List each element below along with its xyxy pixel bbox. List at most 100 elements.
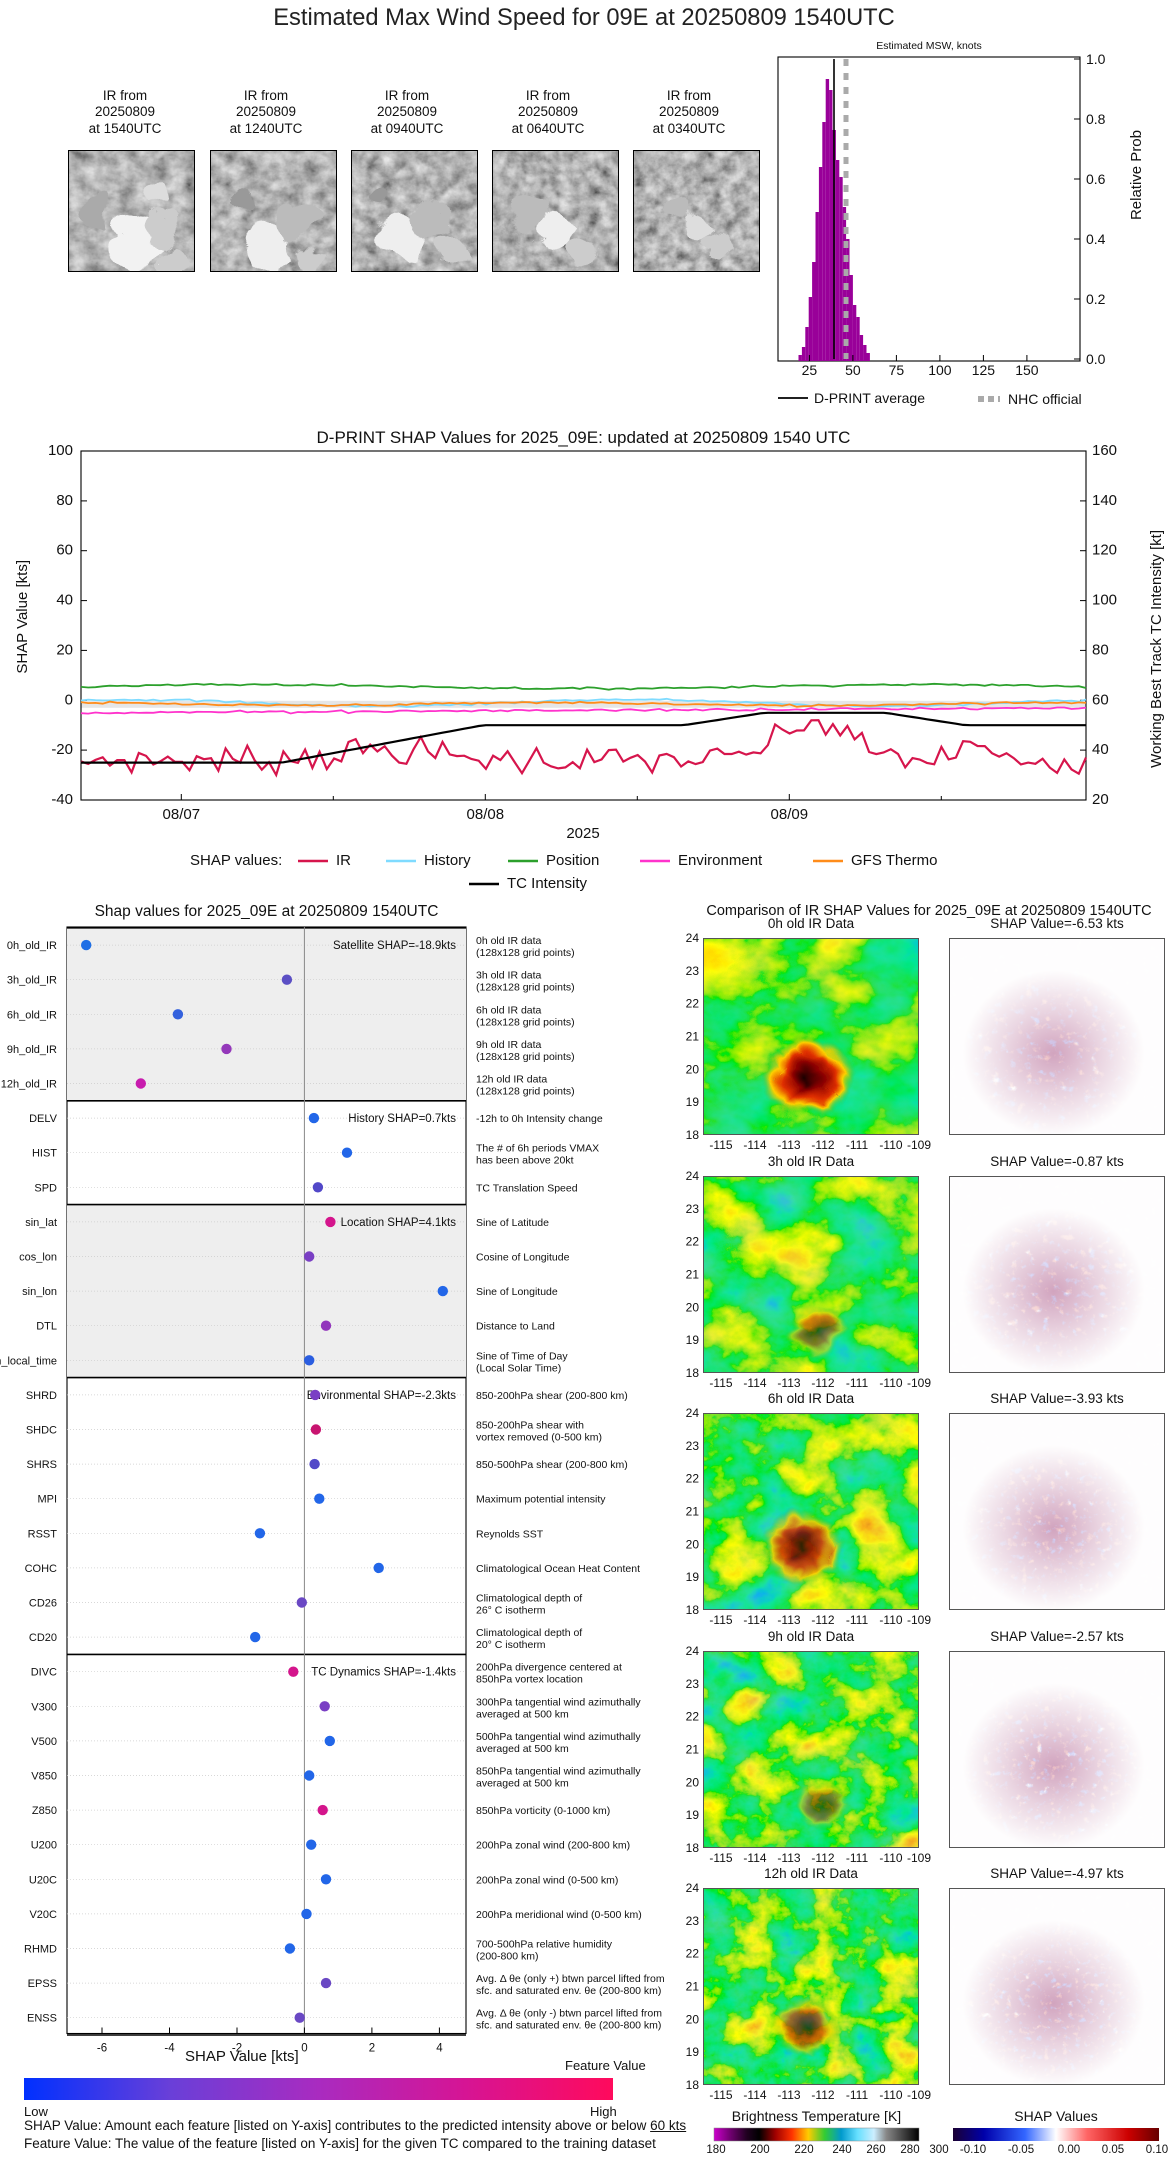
- svg-text:20: 20: [686, 1775, 700, 1789]
- svg-text:MPI: MPI: [37, 1494, 57, 1506]
- svg-text:(128x128 grid points): (128x128 grid points): [476, 1051, 575, 1063]
- svg-text:18: 18: [686, 1128, 700, 1142]
- svg-text:GFS Thermo: GFS Thermo: [851, 852, 937, 869]
- svg-text:sin_lon: sin_lon: [22, 1286, 57, 1298]
- svg-text:DIVC: DIVC: [31, 1667, 57, 1679]
- svg-text:-111: -111: [846, 1851, 869, 1865]
- svg-text:160: 160: [1092, 442, 1117, 459]
- svg-text:-113: -113: [777, 1376, 800, 1390]
- svg-text:Maximum potential intensity: Maximum potential intensity: [476, 1494, 606, 1506]
- svg-text:(128x128 grid points): (128x128 grid points): [476, 982, 575, 994]
- svg-text:20: 20: [686, 1537, 700, 1551]
- svg-text:-20: -20: [51, 741, 73, 758]
- svg-text:0h old IR data: 0h old IR data: [476, 935, 542, 947]
- svg-text:850hPa vorticity (0-1000 km): 850hPa vorticity (0-1000 km): [476, 1805, 610, 1817]
- svg-text:24: 24: [686, 1644, 700, 1658]
- svg-text:240: 240: [832, 2144, 851, 2156]
- svg-text:3h old IR data: 3h old IR data: [476, 970, 542, 982]
- svg-text:-115: -115: [709, 1851, 732, 1865]
- svg-text:V850: V850: [31, 1771, 57, 1783]
- svg-text:24: 24: [686, 1406, 700, 1420]
- svg-text:0: 0: [65, 691, 73, 708]
- svg-text:-110: -110: [879, 1376, 902, 1390]
- svg-text:50: 50: [845, 362, 861, 378]
- svg-text:-115: -115: [709, 1138, 732, 1152]
- svg-text:Sine of Time of Day: Sine of Time of Day: [476, 1350, 568, 1362]
- svg-text:24: 24: [686, 1169, 700, 1183]
- svg-text:History: History: [424, 852, 471, 869]
- svg-text:averaged at 500 km: averaged at 500 km: [476, 1708, 569, 1720]
- svg-text:-113: -113: [777, 2088, 800, 2102]
- svg-text:sfc. and saturated env. θe (20: sfc. and saturated env. θe (200-800 km): [476, 2020, 661, 2032]
- svg-text:120: 120: [1092, 542, 1117, 559]
- svg-text:9h old IR data: 9h old IR data: [476, 1039, 542, 1051]
- svg-text:200hPa zonal wind (200-800 km): 200hPa zonal wind (200-800 km): [476, 1840, 630, 1852]
- svg-text:21: 21: [686, 1267, 700, 1281]
- svg-text:-110: -110: [879, 2088, 902, 2102]
- svg-text:Distance to Land: Distance to Land: [476, 1321, 555, 1333]
- svg-text:ENSS: ENSS: [27, 2013, 57, 2025]
- svg-text:NHC official: NHC official: [1008, 391, 1082, 407]
- svg-text:-115: -115: [709, 1376, 732, 1390]
- svg-text:-112: -112: [811, 1376, 834, 1390]
- svg-text:12h old IR data: 12h old IR data: [476, 1074, 547, 1086]
- svg-text:0.8: 0.8: [1086, 111, 1106, 127]
- svg-text:TC Dynamics SHAP=-1.4kts: TC Dynamics SHAP=-1.4kts: [311, 1667, 456, 1679]
- svg-text:RSST: RSST: [28, 1528, 58, 1540]
- svg-text:RHMD: RHMD: [24, 1944, 57, 1956]
- svg-text:(200-800 km): (200-800 km): [476, 1951, 538, 1963]
- svg-text:700-500hPa relative humidity: 700-500hPa relative humidity: [476, 1939, 613, 1951]
- svg-text:The # of 6h periods VMAX: The # of 6h periods VMAX: [476, 1143, 599, 1155]
- svg-text:0.05: 0.05: [1102, 2144, 1124, 2156]
- svg-text:sin_lat: sin_lat: [25, 1217, 57, 1229]
- svg-text:0.00: 0.00: [1058, 2144, 1080, 2156]
- svg-text:280: 280: [900, 2144, 919, 2156]
- svg-text:has been above 20kt: has been above 20kt: [476, 1155, 574, 1167]
- svg-text:vortex removed (0-500 km): vortex removed (0-500 km): [476, 1432, 602, 1444]
- svg-text:100: 100: [928, 362, 952, 378]
- svg-text:-110: -110: [879, 1138, 902, 1152]
- svg-text:-0.10: -0.10: [960, 2144, 986, 2156]
- svg-text:Avg. Δ θe (only +) btwn parcel: Avg. Δ θe (only +) btwn parcel lifted fr…: [476, 1973, 665, 1985]
- svg-text:Environment: Environment: [678, 852, 763, 869]
- svg-text:-112: -112: [811, 2088, 834, 2102]
- svg-text:0.10: 0.10: [1146, 2144, 1168, 2156]
- svg-text:25: 25: [802, 362, 818, 378]
- svg-text:-4: -4: [164, 2043, 175, 2055]
- svg-text:21: 21: [686, 1505, 700, 1519]
- svg-text:850-200hPa shear (200-800 km): 850-200hPa shear (200-800 km): [476, 1390, 628, 1402]
- svg-text:Climatological depth of: Climatological depth of: [476, 1593, 582, 1605]
- svg-text:220: 220: [794, 2144, 813, 2156]
- svg-text:0.2: 0.2: [1086, 291, 1106, 307]
- svg-text:22: 22: [686, 997, 700, 1011]
- svg-text:-109: -109: [907, 1851, 931, 1865]
- svg-text:140: 140: [1092, 492, 1117, 509]
- svg-text:Climatological depth of: Climatological depth of: [476, 1627, 582, 1639]
- svg-text:19: 19: [686, 1570, 700, 1584]
- svg-text:850hPa tangential wind azimuth: 850hPa tangential wind azimuthally: [476, 1766, 641, 1778]
- svg-text:-112: -112: [811, 1613, 834, 1627]
- svg-text:23: 23: [686, 1914, 700, 1928]
- svg-text:0: 0: [301, 2043, 307, 2055]
- svg-text:150: 150: [1015, 362, 1039, 378]
- svg-text:V20C: V20C: [29, 1909, 57, 1921]
- svg-text:Climatological Ocean Heat Cont: Climatological Ocean Heat Content: [476, 1563, 640, 1575]
- svg-text:26° C isotherm: 26° C isotherm: [476, 1605, 546, 1617]
- svg-text:19: 19: [686, 1808, 700, 1822]
- svg-text:-113: -113: [777, 1138, 800, 1152]
- svg-text:23: 23: [686, 1439, 700, 1453]
- svg-text:V500: V500: [31, 1736, 57, 1748]
- svg-text:18: 18: [686, 1603, 700, 1617]
- svg-text:U20C: U20C: [29, 1874, 57, 1886]
- svg-text:-113: -113: [777, 1851, 800, 1865]
- svg-text:V300: V300: [31, 1701, 57, 1713]
- svg-text:08/09: 08/09: [771, 806, 809, 823]
- svg-text:40: 40: [56, 592, 73, 609]
- svg-text:1.0: 1.0: [1086, 51, 1106, 67]
- svg-text:(128x128 grid points): (128x128 grid points): [476, 1016, 575, 1028]
- svg-text:2025: 2025: [566, 825, 599, 842]
- svg-text:22: 22: [686, 1947, 700, 1961]
- svg-text:08/07: 08/07: [163, 806, 201, 823]
- svg-text:IR: IR: [336, 852, 351, 869]
- svg-text:TC Translation Speed: TC Translation Speed: [476, 1182, 578, 1194]
